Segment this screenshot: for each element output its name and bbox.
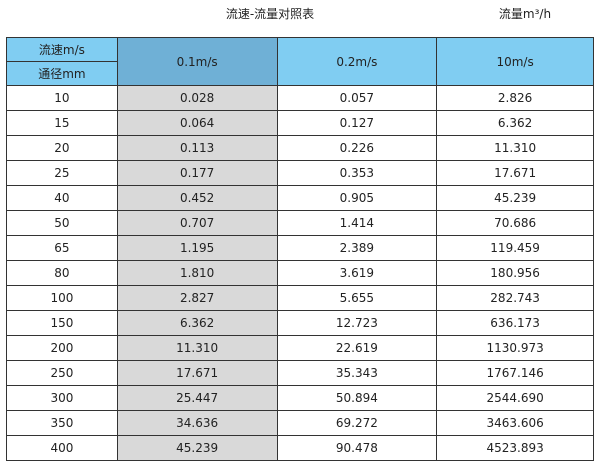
flow-cell: 1.810 — [116, 260, 278, 286]
flow-cell: 2544.690 — [436, 385, 594, 411]
flow-cell: 2.826 — [436, 85, 594, 111]
diameter-cell: 400 — [6, 435, 118, 461]
column-header: 0.1m/s — [116, 37, 278, 86]
diameter-cell: 300 — [6, 385, 118, 411]
flow-cell: 11.310 — [436, 135, 594, 161]
diameter-cell: 350 — [6, 410, 118, 436]
flow-cell: 4523.893 — [436, 435, 594, 461]
flow-cell: 0.353 — [276, 160, 438, 186]
table-row: 100 2.827 5.655 282.743 — [6, 285, 594, 311]
flow-cell: 1130.973 — [436, 335, 594, 361]
flow-cell: 22.619 — [276, 335, 438, 361]
header-row: 通径mm — [6, 61, 594, 86]
table-row: 15 0.064 0.127 6.362 — [6, 110, 594, 136]
diameter-cell: 150 — [6, 310, 118, 336]
flow-cell: 35.343 — [276, 360, 438, 386]
flow-cell: 0.452 — [116, 185, 278, 211]
table-row: 65 1.195 2.389 119.459 — [6, 235, 594, 261]
table-row: 50 0.707 1.414 70.686 — [6, 210, 594, 236]
flow-cell: 25.447 — [116, 385, 278, 411]
flow-cell: 17.671 — [436, 160, 594, 186]
table-row: 150 6.362 12.723 636.173 — [6, 310, 594, 336]
diameter-cell: 25 — [6, 160, 118, 186]
column-header: 10m/s — [436, 37, 594, 86]
corner-velocity-label: 流速m/s — [6, 37, 118, 62]
flow-cell: 0.028 — [116, 85, 278, 111]
flow-cell: 90.478 — [276, 435, 438, 461]
diameter-cell: 250 — [6, 360, 118, 386]
flow-cell: 0.177 — [116, 160, 278, 186]
unit-label: 流量m³/h — [498, 7, 552, 21]
flow-cell: 69.272 — [276, 410, 438, 436]
flow-cell: 0.057 — [276, 85, 438, 111]
flow-cell: 45.239 — [436, 185, 594, 211]
flow-cell: 1767.146 — [436, 360, 594, 386]
flow-cell: 12.723 — [276, 310, 438, 336]
table-row: 300 25.447 50.894 2544.690 — [6, 385, 594, 411]
diameter-cell: 10 — [6, 85, 118, 111]
table-row: 40 0.452 0.905 45.239 — [6, 185, 594, 211]
flow-cell: 119.459 — [436, 235, 594, 261]
flow-cell: 3.619 — [276, 260, 438, 286]
corner-diameter-label: 通径mm — [6, 61, 118, 86]
table-row: 10 0.028 0.057 2.826 — [6, 85, 594, 111]
flow-cell: 45.239 — [116, 435, 278, 461]
flow-cell: 70.686 — [436, 210, 594, 236]
flow-cell: 2.389 — [276, 235, 438, 261]
flow-cell: 636.173 — [436, 310, 594, 336]
header-row: 流速m/s 0.1m/s 0.2m/s 10m/s — [6, 37, 594, 86]
flow-cell: 0.113 — [116, 135, 278, 161]
flow-cell: 0.064 — [116, 110, 278, 136]
table-row: 350 34.636 69.272 3463.606 — [6, 410, 594, 436]
diameter-cell: 200 — [6, 335, 118, 361]
flow-cell: 34.636 — [116, 410, 278, 436]
flow-cell: 0.905 — [276, 185, 438, 211]
diameter-cell: 80 — [6, 260, 118, 286]
diameter-cell: 40 — [6, 185, 118, 211]
flow-cell: 6.362 — [116, 310, 278, 336]
flow-cell: 5.655 — [276, 285, 438, 311]
table-row: 200 11.310 22.619 1130.973 — [6, 335, 594, 361]
table-row: 20 0.113 0.226 11.310 — [6, 135, 594, 161]
flow-cell: 50.894 — [276, 385, 438, 411]
flow-cell: 2.827 — [116, 285, 278, 311]
flow-cell: 6.362 — [436, 110, 594, 136]
flow-rate-table: 流速m/s 0.1m/s 0.2m/s 10m/s 通径mm 10 0.028 0.… — [6, 37, 594, 461]
table-row: 25 0.177 0.353 17.671 — [6, 160, 594, 186]
diameter-cell: 50 — [6, 210, 118, 236]
flow-cell: 0.127 — [276, 110, 438, 136]
diameter-cell: 20 — [6, 135, 118, 161]
flow-cell: 180.956 — [436, 260, 594, 286]
flow-cell: 3463.606 — [436, 410, 594, 436]
diameter-cell: 100 — [6, 285, 118, 311]
table-row: 80 1.810 3.619 180.956 — [6, 260, 594, 286]
table-row: 250 17.671 35.343 1767.146 — [6, 360, 594, 386]
flow-cell: 11.310 — [116, 335, 278, 361]
flow-cell: 0.707 — [116, 210, 278, 236]
diameter-cell: 15 — [6, 110, 118, 136]
flow-cell: 0.226 — [276, 135, 438, 161]
flow-cell: 1.414 — [276, 210, 438, 236]
flow-cell: 17.671 — [116, 360, 278, 386]
table-row: 400 45.239 90.478 4523.893 — [6, 435, 594, 461]
flow-cell: 1.195 — [116, 235, 278, 261]
table-title: 流速-流量对照表 — [225, 7, 315, 21]
flow-cell: 282.743 — [436, 285, 594, 311]
diameter-cell: 65 — [6, 235, 118, 261]
column-header: 0.2m/s — [276, 37, 438, 86]
